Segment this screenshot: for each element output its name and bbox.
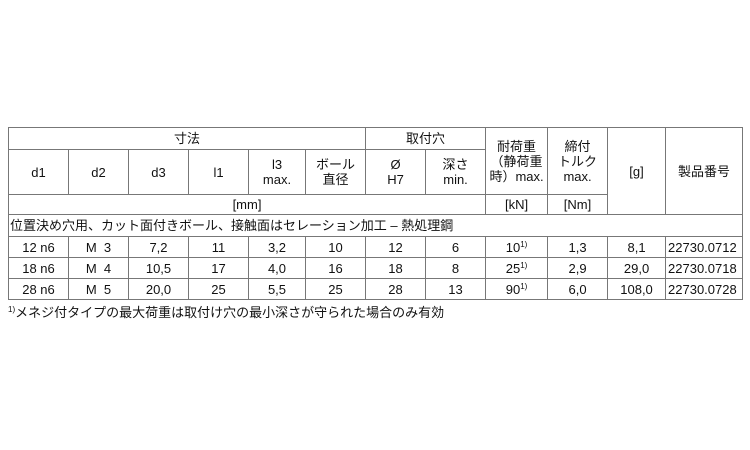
cell-d3: 10,5 (128, 257, 189, 279)
col-d2: d2 (68, 149, 129, 195)
col-d3: d3 (128, 149, 189, 195)
cell-l1: 25 (188, 278, 249, 300)
cell-part-number: 22730.0718 (665, 257, 744, 279)
header-dimensions: 寸法 (7, 127, 367, 150)
cell-ball: 10 (304, 236, 367, 258)
unit-kn: [kN] (485, 194, 549, 215)
footnote-mark: 1) (8, 305, 16, 314)
cell-weight: 8,1 (607, 236, 667, 258)
cell-d2: M 4 (68, 257, 129, 279)
specification-table: 寸法 取付穴 耐荷重 （静荷重 時）max. 締付 トルク max. [g] 製品番号 … (7, 127, 744, 300)
cell-l3: 4,0 (248, 257, 306, 279)
col-d1: d1 (8, 149, 69, 195)
col-depth: 深さ min. (425, 149, 487, 195)
header-part-number: 製品番号 (665, 127, 744, 215)
header-torque: 締付 トルク max. (547, 127, 609, 195)
footnote-text: メネジ付タイプの最大荷重は取付け穴の最小深さが守られた場合のみ有効 (15, 305, 445, 320)
cell-load: 901) (485, 278, 549, 300)
cell-hole: 12 (365, 236, 427, 258)
col-ball-diameter: ボール 直径 (304, 149, 367, 195)
cell-torque: 6,0 (547, 278, 609, 300)
unit-nm: [Nm] (547, 194, 609, 215)
cell-l3: 3,2 (248, 236, 306, 258)
unit-mm: [mm] (7, 194, 487, 215)
cell-load: 101) (485, 236, 549, 258)
col-l1: l1 (188, 149, 249, 195)
cell-ball: 25 (304, 278, 367, 300)
col-hole-diameter: Ø H7 (365, 149, 427, 195)
cell-d3: 20,0 (128, 278, 189, 300)
cell-torque: 1,3 (547, 236, 609, 258)
cell-l3: 5,5 (248, 278, 306, 300)
col-l3: l3 max. (248, 149, 306, 195)
cell-depth: 8 (425, 257, 487, 279)
cell-l1: 17 (188, 257, 249, 279)
table-row: 18 n6 M 4 10,5 17 4,0 16 18 8 251) 2,9 29,0 22730.0… (8, 257, 744, 279)
footnote: 1)メネジ付タイプの最大荷重は取付け穴の最小深さが守られた場合のみ有効 (8, 302, 444, 321)
cell-weight: 29,0 (607, 257, 667, 279)
cell-d1: 12 n6 (8, 236, 69, 258)
header-load: 耐荷重 （静荷重 時）max. (485, 127, 549, 195)
cell-l1: 11 (188, 236, 249, 258)
cell-d2: M 3 (68, 236, 129, 258)
cell-d1: 28 n6 (8, 278, 69, 300)
cell-part-number: 22730.0728 (665, 278, 744, 300)
cell-torque: 2,9 (547, 257, 609, 279)
cell-d2: M 5 (68, 278, 129, 300)
cell-ball: 16 (304, 257, 367, 279)
cell-hole: 18 (365, 257, 427, 279)
cell-depth: 13 (425, 278, 487, 300)
cell-d3: 7,2 (128, 236, 189, 258)
cell-d1: 18 n6 (8, 257, 69, 279)
cell-load: 251) (485, 257, 549, 279)
cell-part-number: 22730.0712 (665, 236, 744, 258)
table-row: 12 n6 M 3 7,2 11 3,2 10 12 6 101) 1,3 8,1 22730.071… (8, 236, 744, 258)
section-title: 位置決め穴用、カット面付きボール、接触面はセレーション加工 – 熱処理鋼 (7, 214, 744, 237)
cell-hole: 28 (365, 278, 427, 300)
header-mounting-hole: 取付穴 (365, 127, 487, 150)
header-weight: [g] (607, 127, 667, 215)
cell-weight: 108,0 (607, 278, 667, 300)
table-row: 28 n6 M 5 20,0 25 5,5 25 28 13 901) 6,0 108,0 22730… (8, 278, 744, 300)
cell-depth: 6 (425, 236, 487, 258)
